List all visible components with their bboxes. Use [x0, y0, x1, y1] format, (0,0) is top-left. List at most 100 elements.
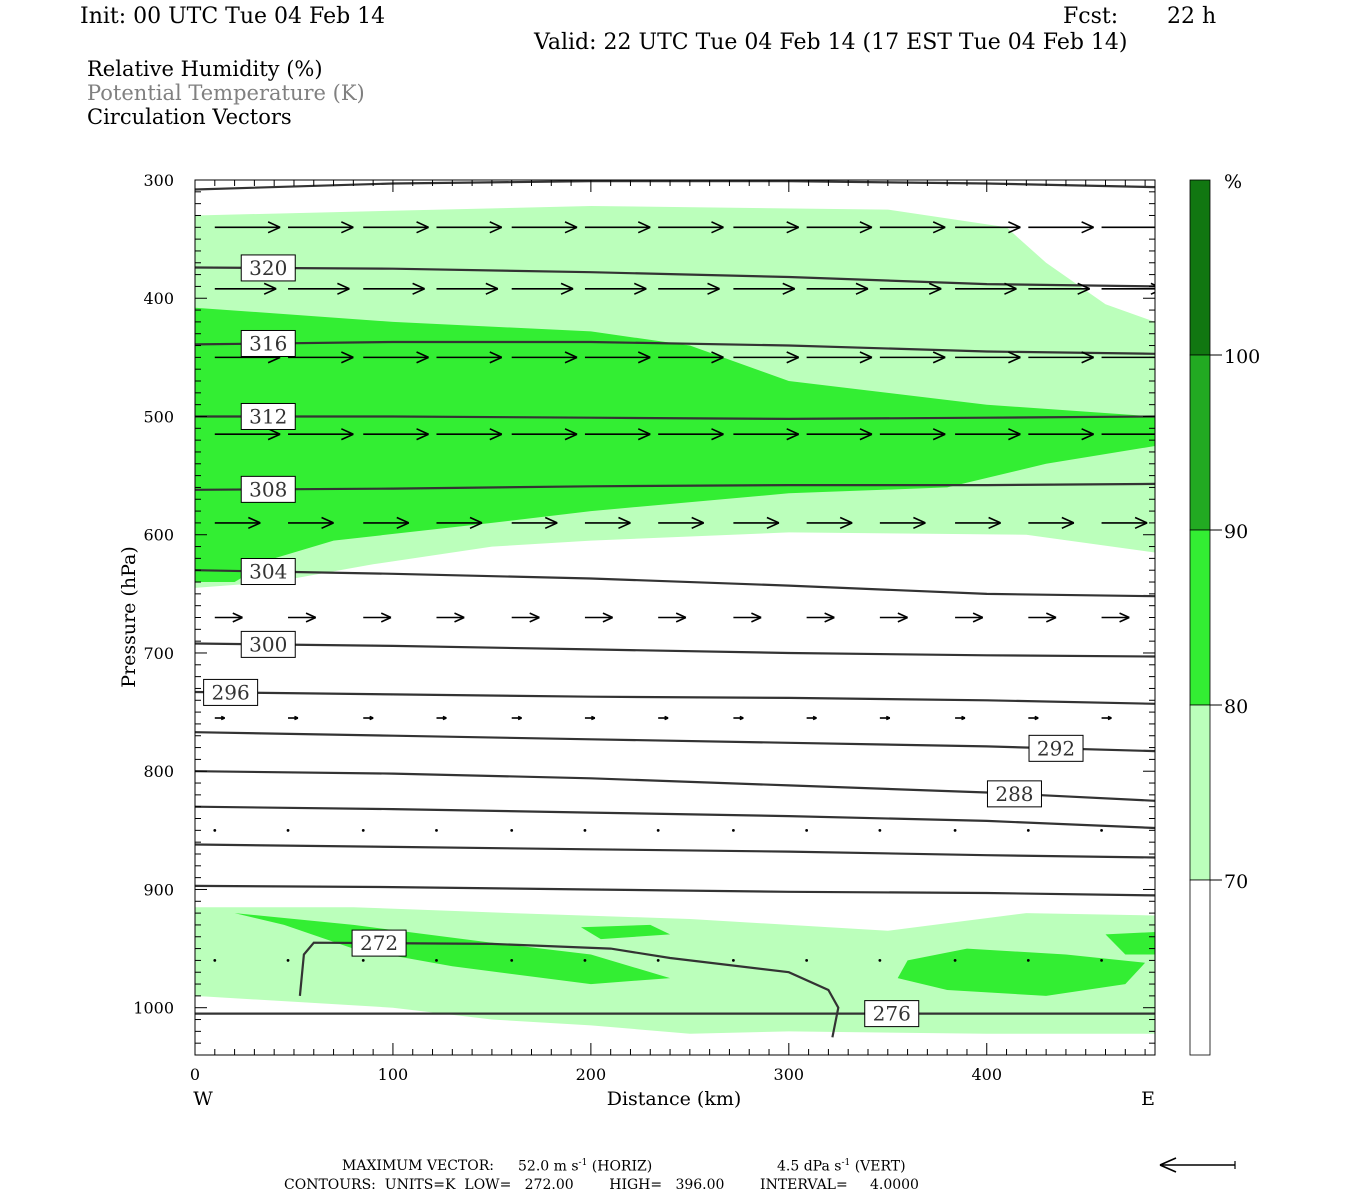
- vector-dot: [510, 828, 514, 832]
- vector-dot: [731, 828, 735, 832]
- vector-head: [932, 428, 946, 441]
- vector-dot: [953, 828, 957, 832]
- circulation-vector: [806, 351, 873, 364]
- circulation-vector: [214, 612, 243, 623]
- circulation-vector: [658, 715, 669, 721]
- x-tick-label: 100: [378, 1065, 409, 1084]
- circulation-vector: [363, 516, 410, 530]
- vector-head: [1134, 516, 1148, 530]
- circulation-vector: [511, 428, 578, 441]
- contour-label-box: [240, 630, 296, 658]
- isentrope-308: [195, 482, 1155, 491]
- valid-time: Valid: 22 UTC Tue 04 Feb 14 (17 EST Tue …: [534, 30, 1128, 55]
- rh-region-80: [195, 307, 1155, 582]
- max-vertical-vector: 4.5 dPa s-1 (VERT): [777, 1158, 906, 1175]
- circulation-vector: [435, 959, 438, 962]
- colorbar-level-label: 100: [1224, 346, 1260, 368]
- x-tick-label: 300: [774, 1065, 805, 1084]
- circulation-vector: [953, 828, 957, 832]
- circulation-vector: [1100, 828, 1103, 832]
- circulation-vector: [363, 282, 425, 295]
- vector-head: [675, 612, 687, 623]
- circulation-vector: [583, 959, 587, 962]
- circulation-vector: [511, 715, 522, 721]
- contour-label-308: 308: [249, 477, 287, 501]
- circulation-vector: [1028, 715, 1039, 721]
- circulation-vector: [288, 516, 334, 530]
- max-vector-label: MAXIMUM VECTOR:: [342, 1158, 494, 1174]
- vector-head: [602, 612, 613, 623]
- vector-head: [591, 715, 596, 721]
- vector-head: [1046, 612, 1057, 623]
- isentrope-312: [195, 415, 1155, 421]
- circulation-vector: [1101, 612, 1130, 623]
- isentrope-276: [195, 884, 1155, 897]
- vector-head: [369, 715, 374, 721]
- contour-label-304: 304: [249, 560, 287, 584]
- circulation-vector: [510, 828, 514, 832]
- circulation-vector: [361, 828, 365, 832]
- circulation-vector: [1101, 516, 1148, 530]
- vector-head: [1154, 221, 1155, 233]
- circulation-vector: [731, 959, 735, 962]
- circulation-vector: [214, 516, 261, 530]
- y-tick-label: 300: [143, 171, 174, 190]
- vector-head: [897, 612, 908, 623]
- circulation-vector: [733, 516, 780, 530]
- isentrope-300: [195, 642, 1155, 658]
- vector-head: [932, 351, 946, 364]
- circulation-vector: [436, 715, 447, 721]
- circulation-vector: [658, 221, 724, 234]
- vector-head: [859, 351, 873, 364]
- vector-dot: [1026, 828, 1030, 832]
- vector-head: [932, 221, 946, 234]
- circulation-vector: [363, 428, 429, 441]
- vector-head: [972, 612, 984, 623]
- vector-head: [489, 428, 503, 441]
- circulation-vector: [733, 282, 796, 295]
- y-tick-label: 700: [143, 644, 174, 663]
- y-tick-label: 800: [143, 762, 174, 781]
- vector-head: [416, 351, 429, 364]
- circulation-vector: [658, 428, 724, 441]
- vector-head: [1077, 282, 1091, 295]
- vector-head: [786, 351, 800, 364]
- vector-head: [637, 428, 651, 441]
- circulation-vector: [1101, 428, 1155, 440]
- vector-head: [739, 715, 744, 721]
- circulation-vector: [584, 351, 651, 364]
- circulation-vector: [511, 282, 574, 295]
- vector-dot: [1026, 959, 1030, 962]
- vector-dot: [213, 828, 217, 832]
- circulation-vector: [1028, 612, 1057, 623]
- vector-dot: [583, 959, 587, 962]
- vector-head: [341, 351, 354, 364]
- circulation-vector: [656, 959, 660, 962]
- circulation-vector: [436, 612, 465, 623]
- circulation-vector: [584, 715, 596, 721]
- circulation-vector: [733, 612, 762, 623]
- vector-dot: [361, 828, 365, 832]
- vector-head: [711, 428, 724, 441]
- vector-dot: [510, 959, 514, 962]
- vector-head: [1150, 282, 1155, 295]
- circulation-vector: [806, 428, 873, 441]
- vector-head: [341, 428, 354, 441]
- circulation-vector: [288, 351, 354, 364]
- rh-region-80: [897, 948, 1146, 996]
- vector-head: [220, 715, 226, 721]
- circulation-vector: [288, 715, 299, 721]
- circulation-vector: [955, 516, 1001, 530]
- circulation-vector: [1028, 282, 1091, 295]
- vector-head: [1081, 351, 1094, 364]
- contour-label-272: 272: [360, 931, 398, 955]
- x-tick-label: 0: [190, 1065, 200, 1084]
- vector-head: [489, 221, 503, 234]
- circulation-vector: [955, 612, 984, 623]
- init-time: Init: 00 UTC Tue 04 Feb 14: [80, 4, 386, 29]
- contour-label-box: [240, 475, 296, 503]
- rh-region-80: [581, 924, 671, 940]
- circulation-vector: [656, 828, 660, 832]
- circulation-vector: [214, 221, 281, 234]
- circulation-vector: [583, 828, 587, 832]
